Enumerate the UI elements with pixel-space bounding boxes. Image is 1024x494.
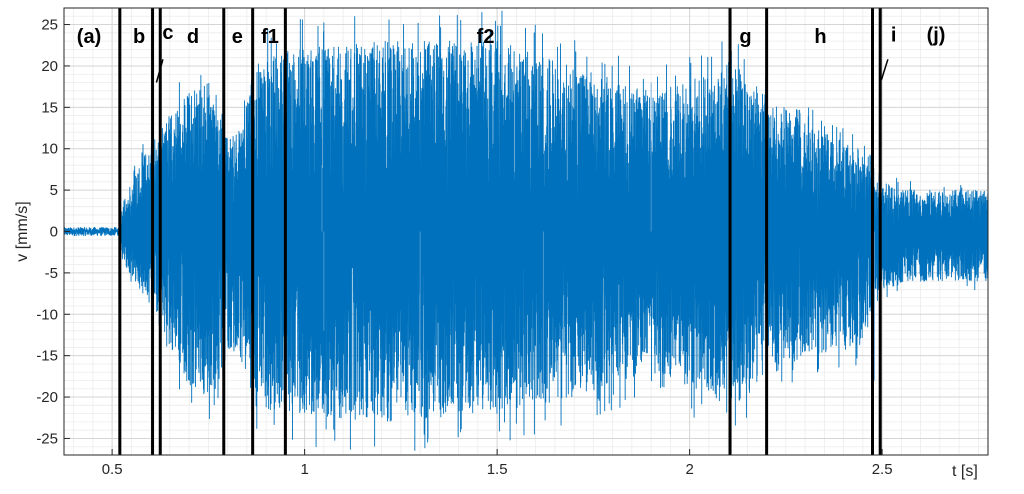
segment-label: h: [814, 26, 826, 48]
y-tick-label: -15: [36, 348, 58, 365]
x-axis-label: t [s]: [952, 463, 978, 480]
segment-label: d: [187, 26, 199, 48]
x-tick-label: 1: [300, 461, 308, 478]
segment-label: c: [162, 22, 173, 44]
x-tick-label: 2: [685, 461, 693, 478]
velocity-series-line: [63, 10, 989, 451]
x-tick-label: 1.5: [487, 461, 508, 478]
y-tick-label: -25: [36, 430, 58, 447]
y-tick-label: 10: [41, 141, 58, 158]
y-axis-label: v [mm/s]: [14, 201, 31, 261]
segment-callouts: [155, 59, 889, 83]
series-layer: [63, 10, 989, 451]
segment-label: f2: [477, 26, 495, 48]
y-tick-label: 20: [41, 58, 58, 75]
y-tick-label: -10: [36, 306, 58, 323]
segment-labels: (a) b c d e f1 f2 g h i (j): [77, 22, 946, 48]
y-tick-label: 5: [50, 182, 58, 199]
segment-label: e: [232, 26, 243, 48]
y-tick-label: 15: [41, 99, 58, 116]
segment-boundaries: [118, 8, 882, 455]
y-tick-label: -20: [36, 389, 58, 406]
axis-ticks: 0.5 1 1.5 2 2.5 25 20 15 10 5 0 -5 -10 -15 -20 -25: [36, 17, 892, 478]
x-tick-label: 0.5: [102, 461, 123, 478]
y-tick-label: 25: [41, 17, 58, 34]
y-tick-label: -5: [45, 265, 58, 282]
segment-label: i: [891, 24, 897, 46]
segment-label: b: [133, 26, 145, 48]
segment-label: f1: [261, 26, 279, 48]
x-tick-label: 2.5: [872, 461, 893, 478]
y-tick-label: 0: [50, 224, 58, 241]
segment-label: (a): [77, 26, 101, 48]
callout-leader-line: [155, 59, 164, 83]
callout-leader-line: [880, 59, 889, 81]
segment-label: g: [739, 26, 751, 48]
segment-label: (j): [927, 24, 946, 46]
